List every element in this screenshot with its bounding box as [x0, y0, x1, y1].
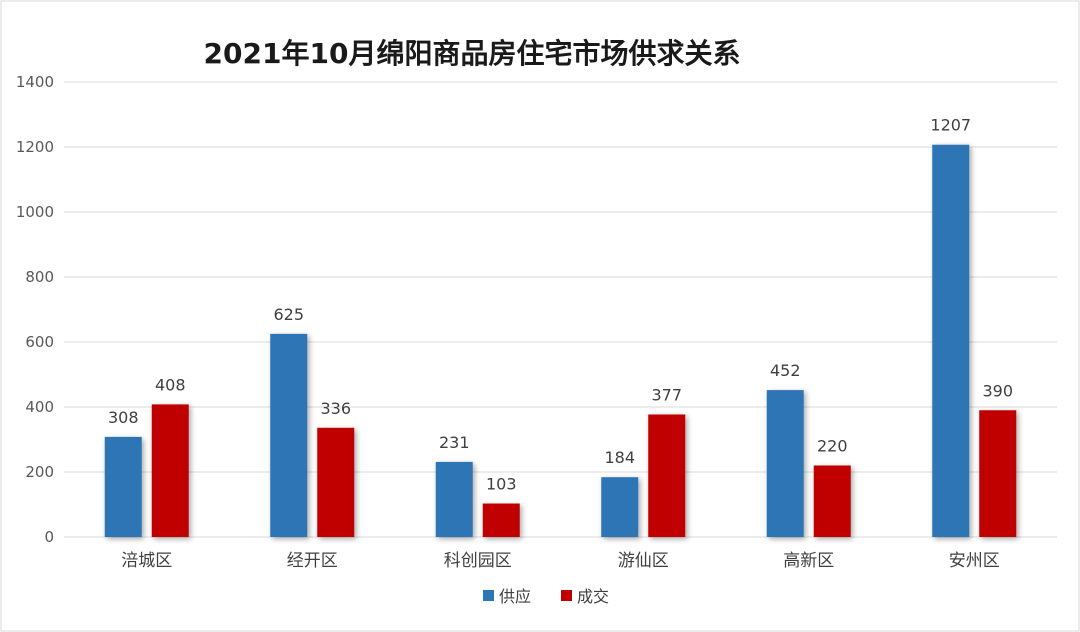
y-tick-label: 1400 [16, 73, 54, 91]
data-label: 220 [817, 437, 848, 456]
data-label: 103 [486, 475, 517, 494]
bar-supply [270, 333, 308, 537]
gridlines [64, 81, 1057, 538]
y-tick-label: 400 [25, 398, 54, 416]
y-tick-label: 1200 [16, 138, 54, 156]
data-label: 336 [320, 399, 351, 418]
legend-swatch [561, 590, 572, 601]
data-label: 452 [770, 361, 801, 380]
category-label: 游仙区 [618, 551, 669, 571]
bar-deal [482, 503, 520, 537]
data-labels: 308 408 625 336 231 103 184 377 452 220 1207 390 [108, 116, 1013, 494]
bars [104, 144, 1017, 537]
category-label: 高新区 [783, 551, 834, 571]
data-label: 184 [604, 448, 635, 467]
bar-deal [151, 404, 189, 537]
bar-deal [648, 414, 686, 537]
y-tick-label: 0 [44, 528, 54, 546]
y-tick-label: 800 [25, 268, 54, 286]
category-label: 涪城区 [121, 551, 172, 571]
category-label: 安州区 [949, 551, 1000, 571]
y-axis-ticks: 0 200 400 600 800 1000 1200 1400 [16, 73, 54, 546]
y-tick-label: 1000 [16, 203, 54, 221]
x-axis-categories: 涪城区 经开区 科创园区 游仙区 高新区 安州区 [121, 551, 1000, 571]
category-label: 经开区 [287, 551, 338, 571]
data-label: 1207 [930, 116, 971, 135]
bar-deal [813, 465, 851, 537]
legend-label: 成交 [577, 587, 609, 606]
legend: 供应 成交 [483, 587, 609, 606]
bar-supply [766, 390, 804, 537]
data-label: 231 [439, 433, 470, 452]
bar-deal [979, 410, 1017, 537]
legend-label: 供应 [499, 587, 531, 606]
data-label: 390 [982, 381, 1013, 400]
data-label: 625 [273, 305, 304, 324]
y-tick-label: 200 [25, 463, 54, 481]
data-label: 308 [108, 408, 139, 427]
y-tick-label: 600 [25, 333, 54, 351]
bar-supply [104, 436, 142, 537]
data-label: 377 [651, 385, 682, 404]
chart-title: 2021年10月绵阳商品房住宅市场供求关系 [204, 37, 741, 70]
bar-supply [435, 461, 473, 537]
data-label: 408 [155, 375, 186, 394]
legend-swatch [483, 590, 494, 601]
bar-supply [932, 144, 970, 537]
bar-supply [601, 477, 639, 537]
category-label: 科创园区 [444, 551, 512, 571]
bar-deal [317, 427, 355, 537]
